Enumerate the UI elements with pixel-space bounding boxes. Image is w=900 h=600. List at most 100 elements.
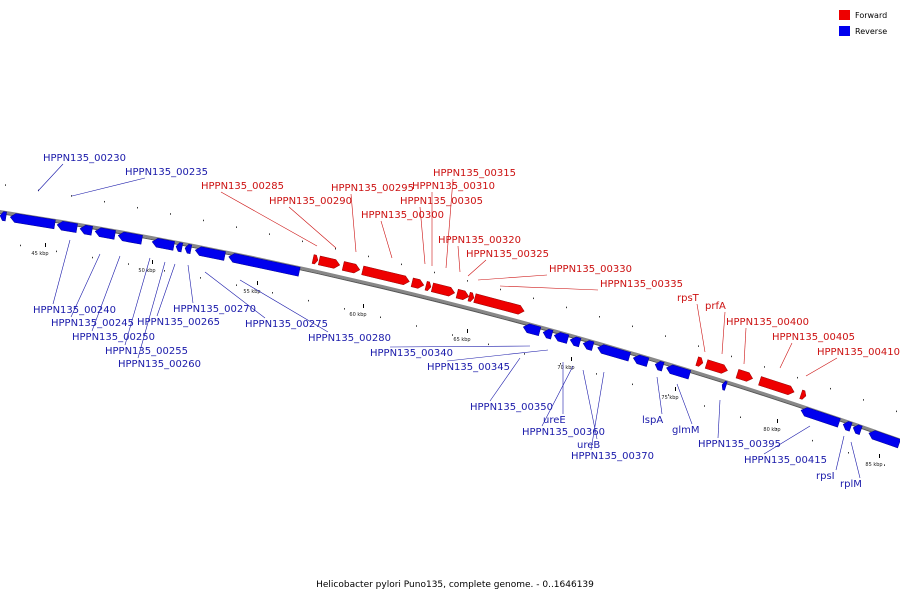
reverse-gene-arrow[interactable] — [665, 364, 692, 380]
reverse-gene-arrow[interactable] — [79, 224, 93, 236]
forward-gene-arrow[interactable] — [410, 277, 425, 290]
gene-shape — [184, 244, 193, 255]
reverse-gene-arrow[interactable] — [632, 354, 650, 367]
gene-shape — [758, 376, 795, 395]
ring-dot — [434, 271, 435, 274]
reverse-gene-label[interactable]: rplM — [840, 479, 862, 490]
reverse-gene-arrow[interactable] — [9, 213, 56, 230]
reverse-gene-arrow[interactable] — [542, 328, 554, 340]
reverse-gene-label[interactable]: HPPN135_00255 — [105, 346, 188, 357]
forward-label-leader — [467, 259, 487, 277]
ring-dot — [632, 383, 633, 386]
reverse-gene-label[interactable]: HPPN135_00395 — [698, 439, 781, 450]
reverse-gene-label[interactable]: ureE — [543, 415, 566, 426]
scale-tick-mark — [257, 281, 258, 285]
forward-gene-label[interactable]: HPPN135_00320 — [438, 235, 521, 246]
reverse-gene-label[interactable]: HPPN135_00280 — [308, 333, 391, 344]
reverse-gene-arrow[interactable] — [194, 246, 226, 261]
reverse-gene-label[interactable]: HPPN135_00230 — [43, 153, 126, 164]
forward-gene-arrow[interactable] — [799, 389, 808, 400]
forward-gene-label[interactable]: HPPN135_00410 — [817, 347, 900, 358]
forward-label-leader — [419, 206, 426, 265]
forward-gene-label[interactable]: rpsT — [677, 293, 700, 304]
ring-dot — [812, 439, 813, 442]
reverse-gene-label[interactable]: HPPN135_00260 — [118, 359, 201, 370]
forward-gene-arrow[interactable] — [311, 254, 319, 265]
forward-gene-label[interactable]: HPPN135_00295 — [331, 183, 414, 194]
reverse-gene-label[interactable]: HPPN135_00250 — [72, 332, 155, 343]
forward-gene-label[interactable]: HPPN135_00310 — [412, 181, 495, 192]
forward-gene-label[interactable]: HPPN135_00285 — [201, 181, 284, 192]
forward-gene-label[interactable]: HPPN135_00305 — [400, 196, 483, 207]
gene-shape — [56, 220, 78, 233]
forward-gene-arrow[interactable] — [424, 281, 432, 292]
forward-gene-arrow[interactable] — [704, 359, 729, 375]
reverse-gene-label[interactable]: HPPN135_00235 — [125, 167, 208, 178]
ring-dot — [416, 325, 417, 327]
forward-gene-label[interactable]: HPPN135_00400 — [726, 317, 809, 328]
reverse-gene-arrow[interactable] — [228, 252, 301, 277]
reverse-gene-label[interactable]: lspA — [642, 415, 663, 426]
scale-tick-label: 75 kbp — [661, 395, 678, 401]
reverse-gene-label[interactable]: HPPN135_00370 — [571, 451, 654, 462]
forward-gene-arrow[interactable] — [695, 356, 704, 367]
reverse-gene-arrow[interactable] — [151, 237, 175, 251]
reverse-gene-arrow[interactable] — [175, 242, 184, 253]
reverse-gene-arrow[interactable] — [522, 323, 542, 337]
forward-gene-arrow[interactable] — [430, 282, 456, 297]
reverse-gene-arrow[interactable] — [56, 220, 78, 233]
forward-gene-label[interactable]: HPPN135_00290 — [269, 196, 352, 207]
reverse-gene-label[interactable]: HPPN135_00240 — [33, 305, 116, 316]
forward-gene-arrow[interactable] — [473, 293, 526, 316]
legend-forward-label: Forward — [855, 11, 887, 20]
reverse-gene-arrow[interactable] — [596, 343, 631, 362]
forward-gene-label[interactable]: HPPN135_00330 — [549, 264, 632, 275]
reverse-gene-arrow[interactable] — [654, 360, 665, 372]
reverse-gene-label[interactable]: rpsI — [816, 471, 835, 482]
forward-gene-arrow[interactable] — [467, 291, 475, 302]
ring-dot — [335, 248, 336, 250]
reverse-gene-label[interactable]: HPPN135_00245 — [51, 318, 134, 329]
reverse-gene-label[interactable]: HPPN135_00350 — [470, 402, 553, 413]
forward-label-leader — [721, 311, 726, 355]
forward-gene-arrow[interactable] — [361, 265, 411, 286]
reverse-label-leader — [70, 253, 101, 318]
forward-label-leader — [743, 327, 747, 365]
forward-gene-label[interactable]: prfA — [705, 301, 726, 312]
reverse-gene-label[interactable]: HPPN135_00275 — [245, 319, 328, 330]
forward-gene-arrow[interactable] — [735, 369, 754, 382]
reverse-gene-arrow[interactable] — [94, 227, 116, 240]
reverse-gene-arrow[interactable] — [569, 336, 582, 348]
reverse-gene-label[interactable]: glmM — [672, 425, 700, 436]
reverse-gene-label[interactable]: HPPN135_00340 — [370, 348, 453, 359]
reverse-gene-arrow[interactable] — [721, 380, 728, 391]
reverse-gene-arrow[interactable] — [582, 339, 595, 351]
forward-gene-arrow[interactable] — [341, 261, 361, 275]
forward-gene-arrow[interactable] — [455, 288, 470, 301]
forward-gene-arrow[interactable] — [317, 255, 341, 269]
reverse-gene-arrow[interactable] — [800, 406, 841, 428]
reverse-gene-arrow[interactable] — [553, 331, 570, 344]
gene-shape — [311, 254, 319, 265]
forward-gene-label[interactable]: HPPN135_00315 — [433, 168, 516, 179]
reverse-gene-arrow[interactable] — [117, 231, 143, 245]
forward-gene-label[interactable]: HPPN135_00325 — [466, 249, 549, 260]
forward-gene-arrow[interactable] — [758, 376, 795, 397]
forward-gene-label[interactable]: HPPN135_00300 — [361, 210, 444, 221]
reverse-gene-arrow[interactable] — [0, 211, 7, 222]
reverse-gene-label[interactable]: HPPN135_00345 — [427, 362, 510, 373]
forward-gene-label[interactable]: HPPN135_00405 — [772, 332, 855, 343]
ring-dot — [560, 363, 561, 365]
reverse-gene-arrow[interactable] — [184, 244, 193, 255]
reverse-gene-label[interactable]: HPPN135_00360 — [522, 427, 605, 438]
reverse-gene-label[interactable]: HPPN135_00265 — [137, 317, 220, 328]
reverse-gene-arrow[interactable] — [867, 429, 900, 449]
reverse-gene-label[interactable]: HPPN135_00270 — [173, 304, 256, 315]
reverse-label-leader — [91, 255, 121, 332]
reverse-gene-label[interactable]: ureB — [577, 440, 600, 451]
reverse-gene-arrow[interactable] — [852, 424, 863, 435]
reverse-gene-arrow[interactable] — [842, 420, 853, 432]
reverse-gene-label[interactable]: HPPN135_00415 — [744, 455, 827, 466]
ring-dot — [596, 373, 597, 375]
forward-gene-label[interactable]: HPPN135_00335 — [600, 279, 683, 290]
